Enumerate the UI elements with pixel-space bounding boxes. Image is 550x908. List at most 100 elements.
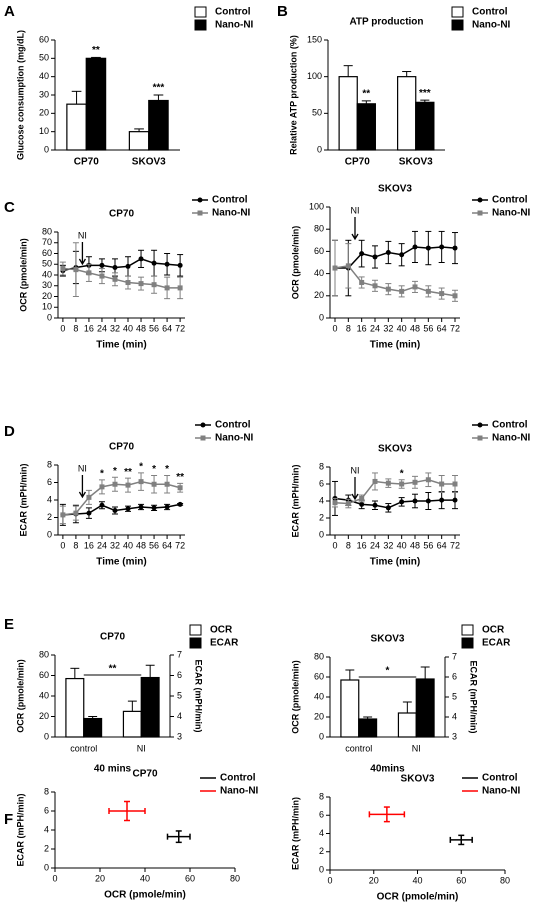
x-tick-label: 60 bbox=[456, 875, 466, 885]
x-tick-label: 0 bbox=[52, 873, 57, 883]
y2-tick-label: 6 bbox=[177, 670, 182, 680]
y2-axis-label: ECAR (mPH/min) bbox=[194, 659, 204, 732]
significance-label: * bbox=[100, 469, 104, 480]
chart-title: SKOV3 bbox=[378, 444, 412, 455]
y-tick-label: 20 bbox=[314, 711, 324, 721]
legend-label: Control bbox=[492, 420, 528, 431]
y-tick-label: 0 bbox=[44, 862, 49, 872]
significance-label: ** bbox=[109, 664, 117, 675]
significance-label: ** bbox=[362, 89, 370, 100]
y-tick-label: 10 bbox=[39, 126, 49, 136]
bar bbox=[340, 679, 360, 738]
point bbox=[125, 482, 131, 488]
point bbox=[425, 477, 431, 483]
x-tick-label: 48 bbox=[136, 323, 146, 333]
point bbox=[164, 504, 170, 510]
chart-title: SKOV3 bbox=[401, 774, 435, 785]
panel-label: B bbox=[277, 3, 288, 20]
y-tick-label: 60 bbox=[314, 671, 324, 681]
point bbox=[151, 282, 157, 288]
y2-tick-label: 4 bbox=[177, 711, 182, 721]
x-axis-label: Time (min) bbox=[96, 340, 146, 351]
legend-label: Nano-NI bbox=[212, 208, 251, 219]
series-line bbox=[334, 265, 456, 297]
x-tick-label: 0 bbox=[60, 323, 65, 333]
x-tick-label: 40 bbox=[140, 873, 150, 883]
y-tick-label: 8 bbox=[319, 791, 324, 801]
point bbox=[372, 502, 378, 508]
y-tick-label: 100 bbox=[307, 71, 322, 81]
x-tick-label: 32 bbox=[383, 540, 393, 550]
y-tick-label: 100 bbox=[309, 201, 324, 211]
point bbox=[60, 266, 66, 272]
bar bbox=[358, 718, 378, 738]
point bbox=[86, 510, 92, 516]
series-line bbox=[335, 246, 456, 269]
y-tick-label: 20 bbox=[314, 290, 324, 300]
point bbox=[372, 283, 378, 289]
point bbox=[372, 478, 378, 484]
x-tick-label: 72 bbox=[450, 540, 460, 550]
y-tick-label: 40 bbox=[39, 71, 49, 81]
x-axis-label: 40mins bbox=[370, 764, 405, 775]
y-axis-label: Relative ATP production (%) bbox=[288, 35, 298, 155]
event-label: NI bbox=[78, 463, 87, 473]
event-arrow bbox=[351, 217, 359, 241]
point bbox=[73, 510, 79, 516]
point bbox=[399, 288, 405, 294]
y-tick-label: 0 bbox=[44, 731, 49, 741]
x-tick-label: 80 bbox=[500, 875, 510, 885]
x-axis-label: OCR (pmole/min) bbox=[104, 890, 186, 901]
point bbox=[151, 481, 157, 487]
chart-title: CP70 bbox=[109, 209, 134, 220]
point bbox=[164, 261, 170, 267]
point bbox=[125, 280, 131, 286]
point bbox=[425, 245, 431, 251]
y2-tick-label: 5 bbox=[177, 690, 182, 700]
point bbox=[412, 244, 418, 250]
x-tick-label: 16 bbox=[84, 323, 94, 333]
point bbox=[177, 262, 183, 268]
y-axis-label: OCR (pmole/min) bbox=[15, 659, 25, 733]
y-tick-label: 20 bbox=[42, 291, 52, 301]
event-label: NI bbox=[78, 230, 87, 240]
y-tick-label: 4 bbox=[47, 494, 52, 504]
panel-label: E bbox=[4, 616, 14, 633]
y-tick-label: 40 bbox=[314, 268, 324, 278]
significance-label: ** bbox=[124, 467, 132, 478]
point bbox=[385, 250, 391, 256]
x-tick-label: 72 bbox=[450, 323, 460, 333]
point bbox=[86, 270, 92, 276]
point bbox=[372, 254, 378, 260]
point bbox=[412, 479, 418, 485]
point bbox=[138, 281, 144, 287]
chart-title: CP70 bbox=[100, 632, 125, 643]
point bbox=[86, 494, 92, 500]
x-tick-label: 8 bbox=[346, 323, 351, 333]
x-tick-label: SKOV3 bbox=[132, 157, 166, 168]
point bbox=[399, 481, 405, 487]
significance-label: * bbox=[139, 462, 143, 473]
legend-swatch bbox=[461, 637, 474, 649]
point bbox=[452, 481, 458, 487]
y2-tick-label: 5 bbox=[452, 691, 457, 701]
y-axis-label: OCR (pmole/min) bbox=[290, 660, 300, 734]
y-tick-label: 6 bbox=[319, 810, 324, 820]
point bbox=[112, 264, 118, 270]
legend-swatch bbox=[194, 19, 207, 31]
x-tick-label: 8 bbox=[73, 323, 78, 333]
y-axis-label: Glucose consumption (mg/dL) bbox=[15, 30, 25, 160]
bar bbox=[83, 717, 103, 738]
x-tick-label: 64 bbox=[162, 540, 172, 550]
point bbox=[99, 502, 105, 508]
bar bbox=[148, 99, 169, 151]
bar bbox=[85, 57, 107, 151]
chart-title: CP70 bbox=[109, 442, 134, 453]
x-tick-label: 72 bbox=[175, 540, 185, 550]
event-arrow bbox=[78, 475, 86, 499]
x-tick-label: 0 bbox=[332, 323, 337, 333]
x-tick-label: 56 bbox=[423, 323, 433, 333]
event-label: NI bbox=[351, 465, 360, 475]
legend-label: Nano-NI bbox=[220, 786, 259, 797]
